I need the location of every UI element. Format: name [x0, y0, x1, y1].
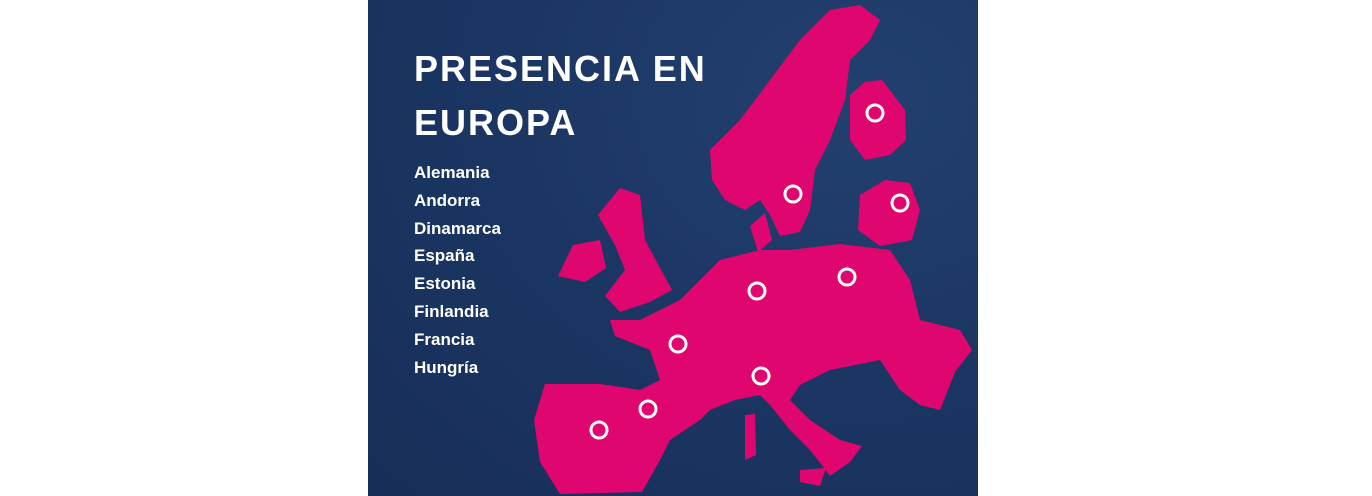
country-list: Alemania Andorra Dinamarca España Estoni… [414, 159, 501, 381]
country-item: Dinamarca [414, 218, 501, 238]
europe-map [534, 5, 972, 494]
region-denmark [750, 213, 772, 252]
location-marker-icon [589, 420, 609, 440]
location-marker-icon [865, 103, 885, 123]
region-great-britain [598, 188, 672, 312]
region-baltics [858, 180, 920, 246]
location-marker-icon [890, 193, 910, 213]
location-marker-icon [837, 267, 857, 287]
page-title: PRESENCIA EN EUROPA [414, 42, 707, 150]
location-marker-icon [751, 366, 771, 386]
region-scandinavia [710, 5, 880, 236]
region-ireland [558, 240, 606, 282]
region-mainland-europe [534, 244, 972, 494]
country-item: Andorra [414, 190, 481, 210]
title-line-1: PRESENCIA EN [414, 48, 707, 89]
title-line-2: EUROPA [414, 102, 578, 143]
location-marker-icon [747, 281, 767, 301]
region-sicily [800, 468, 826, 486]
country-item: España [414, 246, 475, 266]
country-item: Finlandia [414, 301, 489, 321]
location-marker-icon [783, 184, 803, 204]
country-item: Estonia [414, 274, 476, 294]
country-item: Francia [414, 329, 475, 349]
europe-presence-banner: PRESENCIA EN EUROPA Alemania Andorra Din… [368, 0, 978, 496]
country-item: Alemania [414, 163, 490, 182]
region-corsica-sardinia [745, 414, 756, 460]
country-item: Hungría [414, 357, 479, 377]
location-marker-icon [668, 334, 688, 354]
location-marker-icon [638, 399, 658, 419]
